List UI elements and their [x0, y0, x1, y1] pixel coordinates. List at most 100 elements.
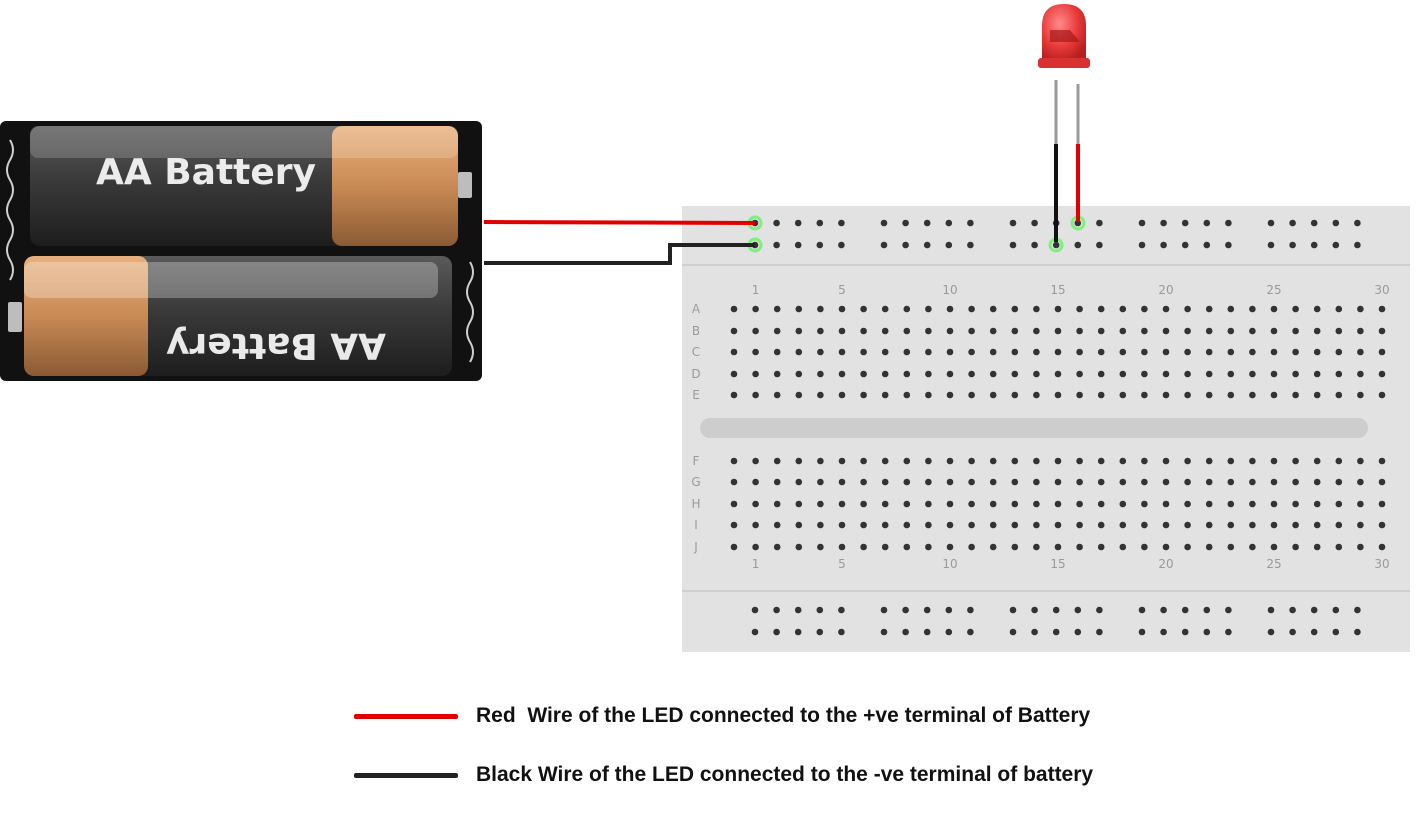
breadboard-hole: [860, 327, 867, 335]
breadboard-hole: [838, 628, 845, 636]
breadboard-hole: [1076, 500, 1083, 508]
breadboard-hole: [1097, 348, 1105, 356]
breadboard-hole: [773, 606, 780, 614]
breadboard-hole: [1138, 628, 1146, 636]
led: [1038, 4, 1090, 242]
breadboard-hole: [1335, 521, 1343, 529]
breadboard-hole: [1270, 327, 1278, 335]
breadboard-hole: [1141, 500, 1148, 508]
breadboard-hole: [1011, 500, 1019, 508]
row-label: J: [693, 540, 698, 554]
breadboard-hole: [880, 241, 888, 249]
breadboard-hole: [773, 219, 780, 227]
breadboard-hole: [838, 327, 846, 335]
breadboard-hole: [794, 628, 802, 636]
breadboard-hole: [1313, 370, 1321, 378]
breadboard-hole: [1270, 370, 1278, 378]
breadboard-hole: [1054, 327, 1062, 335]
breadboard-hole: [1033, 327, 1040, 335]
breadboard-hole: [1181, 628, 1189, 636]
breadboard-hole: [1292, 327, 1299, 335]
breadboard-hole: [816, 606, 824, 614]
breadboard-hole: [1076, 478, 1083, 486]
breadboard-hole: [1096, 606, 1103, 614]
breadboard-hole: [795, 391, 803, 399]
breadboard-hole: [730, 305, 738, 313]
breadboard-hole: [1141, 478, 1148, 486]
breadboard-hole: [903, 457, 911, 465]
column-marker: 25: [1266, 283, 1281, 297]
breadboard-hole: [925, 521, 932, 529]
breadboard-hole: [1162, 478, 1170, 486]
breadboard-hole: [989, 521, 997, 529]
breadboard-hole: [1249, 391, 1256, 399]
breadboard-hole: [1310, 241, 1318, 249]
breadboard-hole: [1054, 521, 1062, 529]
breadboard-hole: [903, 500, 911, 508]
breadboard-hole: [730, 370, 738, 378]
breadboard-hole: [1181, 219, 1189, 227]
breadboard-hole: [1205, 305, 1213, 313]
breadboard-hole: [1009, 628, 1017, 636]
breadboard-hole: [1138, 606, 1146, 614]
breadboard-hole: [1141, 521, 1148, 529]
breadboard-hole: [1227, 391, 1235, 399]
breadboard-hole: [1249, 327, 1256, 335]
breadboard-hole: [945, 219, 953, 227]
breadboard-hole: [967, 219, 974, 227]
breadboard-hole: [1332, 606, 1340, 614]
breadboard-hole: [1292, 500, 1299, 508]
breadboard-hole: [1162, 370, 1170, 378]
legend-black: Black Wire of the LED connected to the -…: [354, 760, 1214, 790]
breadboard-hole: [838, 478, 846, 486]
breadboard-hole: [1096, 628, 1103, 636]
breadboard-hole: [752, 327, 759, 335]
red-wire-battery: [483, 220, 756, 225]
breadboard-hole: [881, 500, 889, 508]
breadboard-hole: [1141, 457, 1148, 465]
breadboard-hole: [1074, 241, 1082, 249]
breadboard-hole: [1354, 241, 1361, 249]
breadboard-hole: [1181, 241, 1189, 249]
breadboard-hole: [1378, 348, 1386, 356]
breadboard-hole: [1292, 305, 1299, 313]
breadboard-hole: [1138, 219, 1146, 227]
breadboard-hole: [795, 305, 803, 313]
breadboard-hole: [773, 370, 781, 378]
breadboard-hole: [773, 327, 781, 335]
breadboard-hole: [1076, 543, 1083, 551]
legend-black-label: Black Wire of the LED connected to the -…: [476, 763, 1094, 786]
breadboard-hole: [1031, 219, 1038, 227]
battery-terminal-top: [458, 172, 472, 198]
breadboard-hole: [1205, 500, 1213, 508]
breadboard-hole: [1031, 606, 1038, 614]
red-wire-swatch: [354, 713, 458, 719]
breadboard-hole: [860, 521, 867, 529]
breadboard-hole: [1011, 478, 1019, 486]
breadboard-hole: [923, 219, 931, 227]
breadboard-hole: [903, 370, 911, 378]
breadboard-hole: [1354, 606, 1361, 614]
led-rim: [1038, 58, 1090, 68]
breadboard-hole: [838, 521, 846, 529]
breadboard-hole: [1119, 370, 1127, 378]
row-label: B: [692, 324, 700, 338]
breadboard-hole: [1249, 543, 1256, 551]
breadboard-hole: [1076, 457, 1083, 465]
column-marker: 1: [752, 283, 760, 297]
breadboard-hole: [925, 391, 932, 399]
breadboard-hole: [817, 543, 824, 551]
breadboard-hole: [925, 327, 932, 335]
row-label: I: [694, 518, 698, 532]
breadboard-hole: [1357, 457, 1364, 465]
breadboard-hole: [968, 521, 975, 529]
breadboard-hole: [1332, 219, 1340, 227]
breadboard-hole: [1225, 628, 1232, 636]
breadboard-hole: [795, 327, 803, 335]
column-marker: 5: [838, 557, 846, 571]
breadboard-hole: [946, 543, 954, 551]
breadboard-hole: [945, 628, 953, 636]
breadboard-hole: [751, 628, 759, 636]
